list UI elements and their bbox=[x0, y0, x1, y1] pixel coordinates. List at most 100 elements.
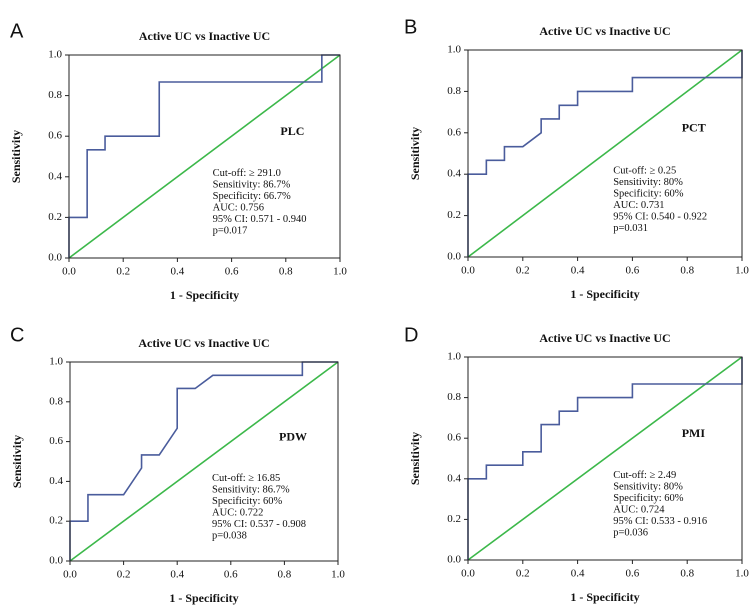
y-tick-label: 1.0 bbox=[447, 44, 461, 56]
roc-curve bbox=[467, 50, 743, 257]
y-tick-label: 1.0 bbox=[447, 351, 461, 363]
y-tick-label: 1.0 bbox=[49, 356, 63, 368]
annotation: 95% CI: 0.540 - 0.922 bbox=[613, 212, 707, 223]
x-tick-label: 0.6 bbox=[225, 266, 239, 278]
x-axis-label: 1 - Specificity bbox=[570, 590, 639, 604]
x-tick-label: 0.2 bbox=[516, 568, 530, 580]
panel-letter: D bbox=[404, 324, 418, 346]
y-axis-label: Sensitivity bbox=[9, 130, 23, 183]
x-tick-label: 1.0 bbox=[735, 568, 749, 580]
x-tick-label: 0.4 bbox=[171, 266, 185, 278]
y-tick-label: 0.8 bbox=[447, 85, 461, 97]
x-tick-label: 1.0 bbox=[331, 569, 345, 581]
y-tick-label: 0.2 bbox=[49, 515, 63, 527]
y-tick-label: 0.2 bbox=[447, 513, 461, 525]
y-tick-label: 0.2 bbox=[447, 209, 461, 221]
annotation: Specificity: 60% bbox=[613, 189, 684, 200]
annotation: p=0.017 bbox=[213, 226, 248, 237]
x-tick-label: 0.8 bbox=[278, 569, 292, 581]
x-tick-label: 1.0 bbox=[333, 266, 347, 278]
y-tick-label: 0.0 bbox=[48, 252, 62, 264]
chart-title: Active UC vs Inactive UC bbox=[139, 29, 270, 43]
y-tick-label: 0.6 bbox=[447, 432, 461, 444]
panel-letter: C bbox=[10, 324, 24, 346]
chart-title: Active UC vs Inactive UC bbox=[539, 331, 670, 345]
reference-line bbox=[467, 356, 743, 561]
y-tick-label: 0.8 bbox=[48, 89, 62, 101]
annotation: 95% CI: 0.533 - 0.916 bbox=[613, 516, 707, 527]
y-tick-label: 0.0 bbox=[49, 555, 63, 567]
y-tick-label: 0.8 bbox=[447, 391, 461, 403]
annotation: Specificity: 60% bbox=[212, 496, 283, 507]
roc-curve bbox=[68, 54, 340, 258]
annotation: Specificity: 66.7% bbox=[213, 191, 291, 202]
marker-label: PDW bbox=[279, 429, 307, 443]
y-axis-label: Sensitivity bbox=[408, 432, 422, 485]
y-tick-label: 0.4 bbox=[447, 168, 461, 180]
x-tick-label: 0.2 bbox=[516, 265, 530, 277]
roc-curve bbox=[467, 357, 743, 560]
annotation: Sensitivity: 80% bbox=[613, 482, 683, 493]
x-axis-label: 1 - Specificity bbox=[170, 288, 239, 302]
plot-frame bbox=[467, 356, 743, 561]
annotation: Cut-off: ≥ 2.49 bbox=[613, 470, 676, 481]
plot-frame bbox=[467, 49, 743, 258]
x-tick-label: 0.0 bbox=[62, 266, 76, 278]
x-tick-label: 0.2 bbox=[116, 266, 130, 278]
marker-label: PMI bbox=[682, 426, 706, 440]
y-tick-label: 0.8 bbox=[49, 395, 63, 407]
y-tick-label: 0.0 bbox=[447, 251, 461, 263]
y-tick-label: 0.6 bbox=[48, 130, 62, 142]
annotation: Specificity: 60% bbox=[613, 493, 684, 504]
annotation: AUC: 0.731 bbox=[613, 200, 664, 211]
plot-frame bbox=[69, 361, 339, 562]
x-axis-label: 1 - Specificity bbox=[570, 287, 639, 301]
chart-title: Active UC vs Inactive UC bbox=[539, 24, 670, 38]
y-axis-label: Sensitivity bbox=[10, 435, 24, 488]
annotation: p=0.038 bbox=[212, 530, 247, 541]
y-tick-label: 0.0 bbox=[447, 554, 461, 566]
annotation: AUC: 0.722 bbox=[212, 507, 263, 518]
x-tick-label: 0.8 bbox=[680, 265, 694, 277]
y-tick-label: 0.6 bbox=[447, 126, 461, 138]
x-axis-label: 1 - Specificity bbox=[169, 591, 238, 605]
annotation: Cut-off: ≥ 291.0 bbox=[213, 168, 281, 179]
reference-line bbox=[467, 49, 743, 258]
y-tick-label: 1.0 bbox=[48, 49, 62, 61]
y-tick-label: 0.4 bbox=[447, 472, 461, 484]
annotation: Cut-off: ≥ 0.25 bbox=[613, 166, 676, 177]
chart-title: Active UC vs Inactive UC bbox=[138, 336, 269, 350]
y-tick-label: 0.4 bbox=[48, 170, 62, 182]
x-tick-label: 0.4 bbox=[571, 568, 585, 580]
x-tick-label: 0.6 bbox=[626, 265, 640, 277]
annotation: p=0.031 bbox=[613, 223, 648, 234]
annotation: Sensitivity: 86.7% bbox=[213, 180, 291, 191]
x-tick-label: 0.4 bbox=[571, 265, 585, 277]
marker-label: PCT bbox=[682, 120, 706, 134]
annotation: AUC: 0.756 bbox=[213, 203, 264, 214]
y-axis-label: Sensitivity bbox=[408, 127, 422, 180]
x-tick-label: 0.8 bbox=[680, 568, 694, 580]
annotation: Sensitivity: 80% bbox=[613, 177, 683, 188]
annotation: p=0.036 bbox=[613, 528, 648, 539]
reference-line bbox=[69, 361, 339, 562]
x-tick-label: 0.2 bbox=[117, 569, 131, 581]
y-tick-label: 0.6 bbox=[49, 435, 63, 447]
x-tick-label: 1.0 bbox=[735, 265, 749, 277]
marker-label: PLC bbox=[280, 124, 304, 138]
roc-curve bbox=[69, 361, 338, 561]
annotation: AUC: 0.724 bbox=[613, 505, 665, 516]
reference-line bbox=[68, 54, 341, 259]
plot-frame bbox=[68, 54, 341, 259]
annotation: Cut-off: ≥ 16.85 bbox=[212, 473, 280, 484]
annotation: 95% CI: 0.537 - 0.908 bbox=[212, 519, 306, 530]
x-tick-label: 0.8 bbox=[279, 266, 293, 278]
panel-letter: B bbox=[404, 16, 417, 38]
x-tick-label: 0.4 bbox=[170, 569, 184, 581]
panel-letter: A bbox=[10, 20, 24, 42]
y-tick-label: 0.2 bbox=[48, 211, 62, 223]
x-tick-label: 0.6 bbox=[626, 568, 640, 580]
x-tick-label: 0.0 bbox=[461, 568, 475, 580]
x-tick-label: 0.0 bbox=[63, 569, 77, 581]
